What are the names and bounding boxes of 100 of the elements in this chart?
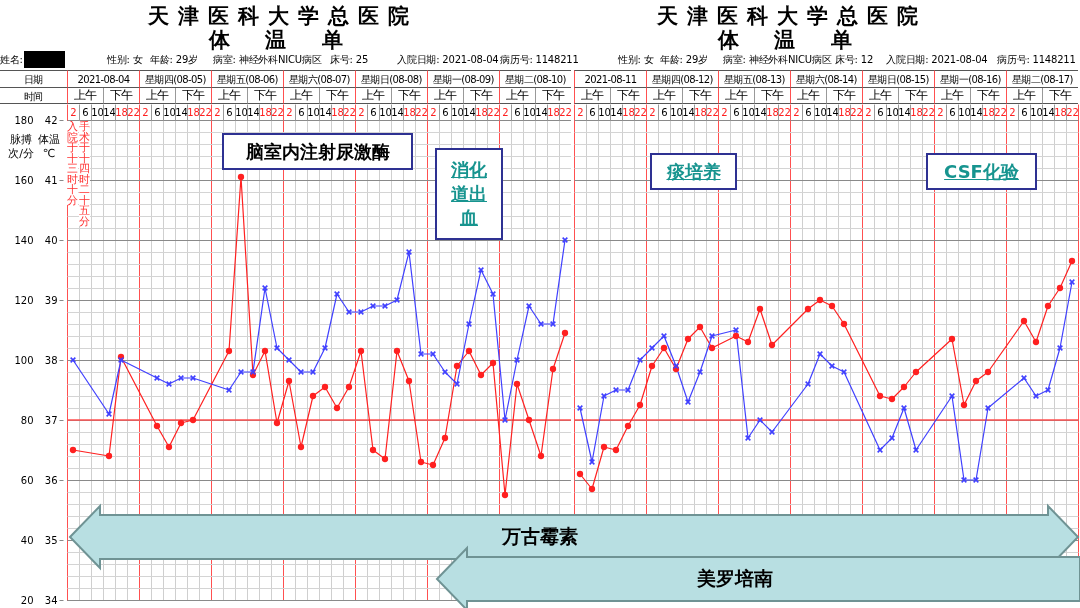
text: 下午 (682, 88, 718, 104)
point (369, 446, 377, 454)
x-tick-label: 22 (487, 106, 500, 118)
point (636, 401, 644, 409)
point (960, 476, 968, 484)
x-tick-label: 6 (661, 106, 668, 118)
point (321, 344, 329, 352)
point (357, 347, 365, 355)
point (828, 362, 836, 370)
point (297, 368, 305, 376)
annotation: 美罗培南 (697, 566, 773, 591)
chart-title: 天津医科大学总医院 (656, 2, 928, 29)
point (453, 362, 461, 370)
point (453, 380, 461, 388)
x-tick-label: 18 (838, 106, 851, 118)
point (960, 401, 968, 409)
y-tick-label: 160 (14, 174, 34, 186)
point (429, 461, 437, 469)
point (501, 416, 509, 424)
x-tick-label: 10 (670, 106, 683, 118)
x-tick-label: 18 (910, 106, 923, 118)
x-tick-label: 18 (403, 106, 416, 118)
point (708, 332, 716, 340)
text: 下午 (175, 88, 211, 104)
point (381, 302, 389, 310)
point (636, 356, 644, 364)
point (285, 356, 293, 364)
point (816, 296, 824, 304)
point (489, 290, 497, 298)
x-tick-label: 2 (286, 106, 293, 118)
point (321, 383, 329, 391)
x-tick-label: 14 (103, 106, 116, 118)
x-tick-label: 18 (982, 106, 995, 118)
point (525, 416, 533, 424)
x-tick-label: 22 (415, 106, 428, 118)
point (549, 365, 557, 373)
y-tick-label: 180 (14, 114, 34, 126)
point (1020, 317, 1028, 325)
point (153, 422, 161, 430)
x-tick-label: 2 (70, 106, 77, 118)
text: 下午 (1042, 88, 1078, 104)
point (1056, 344, 1064, 352)
y2-tick-label: 40 (44, 234, 58, 246)
x-tick-label: 6 (1021, 106, 1028, 118)
x-tick-label: 14 (754, 106, 767, 118)
point (744, 338, 752, 346)
x-tick-label: 10 (598, 106, 611, 118)
text: 姓名: (0, 53, 23, 67)
point (816, 350, 824, 358)
x-tick-label: 10 (523, 106, 536, 118)
point (225, 347, 233, 355)
point (876, 392, 884, 400)
x-tick-label: 10 (742, 106, 755, 118)
point (804, 305, 812, 313)
x-tick-label: 6 (514, 106, 521, 118)
x-tick-label: 18 (1054, 106, 1067, 118)
point (828, 302, 836, 310)
point (381, 455, 389, 463)
x-tick-label: 10 (163, 106, 176, 118)
point (465, 347, 473, 355)
x-tick-label: 18 (622, 106, 635, 118)
text: 星期四(08-12) (646, 70, 718, 88)
point (525, 302, 533, 310)
y2-tick-label: 41 (44, 174, 58, 186)
text: 星期日(08-08) (355, 70, 427, 88)
text: 上午 (355, 88, 391, 104)
point (732, 326, 740, 334)
x-tick-label: 10 (886, 106, 899, 118)
point (273, 344, 281, 352)
point (588, 485, 596, 493)
point (501, 491, 509, 499)
x-tick-label: 6 (733, 106, 740, 118)
text: 入院日期: 2021-08-04 (886, 53, 988, 67)
text: 星期五(08-13) (718, 70, 790, 88)
x-tick-label: 18 (547, 106, 560, 118)
text: 入院日期: 2021-08-04 (397, 53, 499, 67)
x-tick-label: 14 (826, 106, 839, 118)
x-tick-label: 18 (766, 106, 779, 118)
point (177, 419, 185, 427)
x-tick-label: 2 (142, 106, 149, 118)
y2-tick-label: 42 (44, 114, 58, 126)
x-tick-label: 2 (865, 106, 872, 118)
x-tick-label: 10 (379, 106, 392, 118)
text: 上午 (646, 88, 682, 104)
text: 2021-08-04 (67, 70, 139, 88)
point (576, 470, 584, 478)
text: 上午 (790, 88, 826, 104)
point (660, 332, 668, 340)
point (105, 410, 113, 418)
point (465, 320, 473, 328)
point (1032, 392, 1040, 400)
point (405, 377, 413, 385)
point (804, 380, 812, 388)
x-tick-label: 2 (937, 106, 944, 118)
point (912, 446, 920, 454)
point (393, 347, 401, 355)
point (309, 368, 317, 376)
point (612, 386, 620, 394)
point (561, 329, 569, 337)
x-tick-label: 10 (91, 106, 104, 118)
